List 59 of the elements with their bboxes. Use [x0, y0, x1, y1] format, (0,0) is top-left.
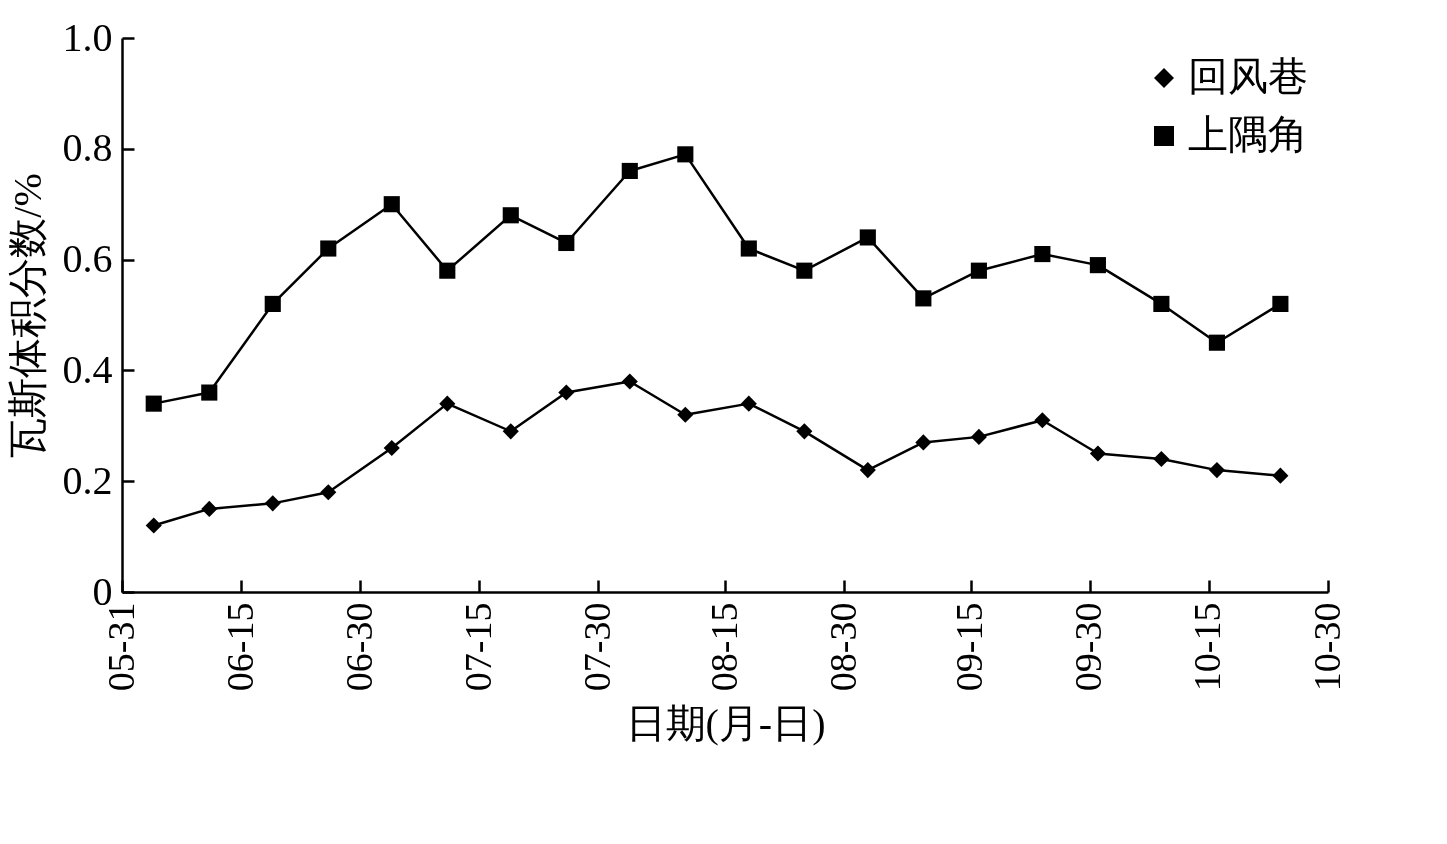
point: [1208, 462, 1225, 479]
y-tick-label: 0.2: [62, 457, 113, 503]
y-tick-label: 0.4: [62, 346, 113, 392]
y-tick-label: 1.0: [62, 14, 113, 60]
point: [1272, 295, 1289, 312]
x-tick-label: 07-15: [456, 602, 499, 692]
legend-label: 上隅角: [1188, 112, 1308, 157]
point: [1089, 257, 1106, 274]
y-axis-title: 瓦斯体积分数/%: [4, 173, 50, 458]
x-axis-title: 日期(月-日): [625, 701, 826, 747]
point: [264, 495, 281, 512]
point: [264, 295, 281, 312]
point: [796, 423, 813, 440]
x-tick-label: 08-15: [702, 602, 745, 692]
point: [1272, 467, 1289, 484]
x-tick-label: 10-15: [1186, 602, 1229, 692]
point: [859, 229, 876, 246]
point: [320, 484, 337, 501]
point: [621, 373, 638, 390]
point: [558, 234, 575, 252]
point: [740, 395, 757, 412]
point: [1153, 295, 1170, 312]
point: [558, 384, 575, 401]
point: [677, 146, 694, 163]
x-tick-label: 09-30: [1067, 602, 1110, 692]
x-tick-label: 08-30: [821, 602, 864, 692]
point: [439, 395, 456, 412]
point: [1089, 445, 1106, 462]
point: [1208, 334, 1225, 351]
x-tick-label: 10-30: [1305, 602, 1348, 692]
point: [320, 240, 337, 257]
point: [796, 262, 813, 279]
point: [970, 428, 987, 445]
point: [740, 240, 757, 257]
y-tick-label: 0.8: [62, 125, 113, 171]
point: [915, 290, 932, 307]
x-tick-label: 07-30: [575, 602, 618, 692]
point: [970, 262, 987, 279]
point: [1034, 412, 1051, 429]
x-tick-label: 09-15: [948, 602, 991, 692]
x-tick-label: 06-15: [218, 602, 261, 692]
point: [859, 462, 876, 479]
point: [621, 162, 638, 180]
point: [439, 262, 456, 279]
point: [1034, 246, 1051, 263]
point: [915, 434, 932, 451]
point: [201, 384, 218, 401]
point: [383, 439, 400, 457]
point: [145, 517, 162, 534]
x-tick-label: 06-30: [337, 602, 380, 692]
point: [502, 423, 519, 440]
point: [502, 207, 519, 224]
point: [201, 500, 218, 517]
point: [145, 395, 162, 412]
y-tick-label: 0.6: [62, 236, 113, 282]
legend-label: 回风巷: [1188, 54, 1308, 99]
point: [677, 406, 694, 423]
point: [1153, 450, 1170, 468]
point: [383, 196, 400, 213]
